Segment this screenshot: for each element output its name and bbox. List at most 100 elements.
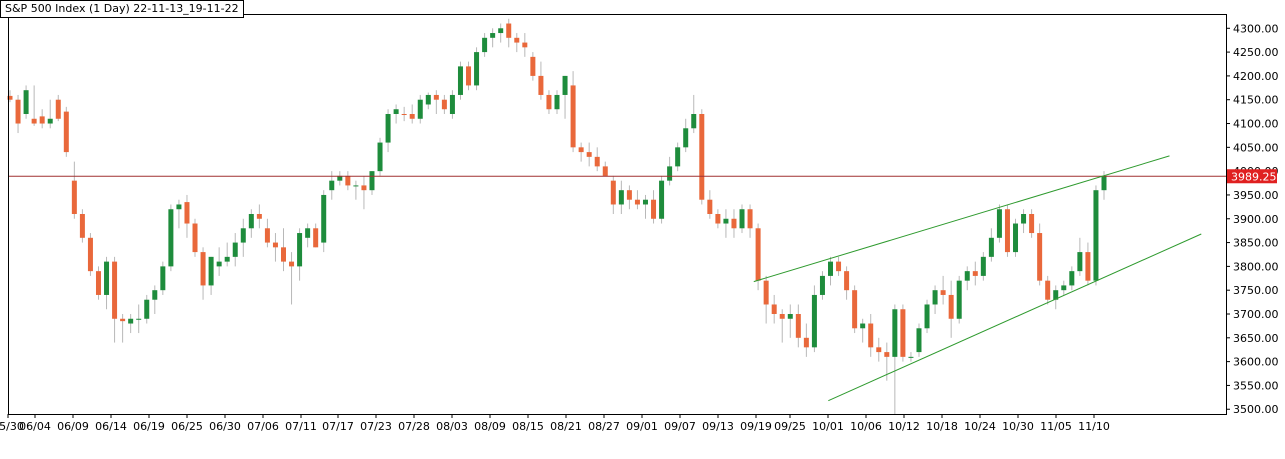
x-tick-label: 05/30 — [0, 420, 24, 433]
candle-down — [747, 209, 753, 229]
candle-up — [1101, 176, 1107, 191]
candle-down — [578, 147, 584, 153]
candle-up — [819, 275, 825, 295]
y-tick-label: 3700.00 — [1233, 308, 1279, 321]
candle-down — [433, 94, 439, 100]
candle-down — [95, 271, 101, 295]
candle-down — [55, 99, 61, 119]
x-tick-label: 09/19 — [740, 420, 772, 433]
candle-up — [787, 314, 793, 319]
y-tick-label: 4250.00 — [1233, 46, 1279, 59]
y-tick-label: 3850.00 — [1233, 237, 1279, 250]
candle-up — [554, 94, 560, 110]
candle-down — [707, 199, 713, 214]
candle-down — [1029, 214, 1035, 234]
candle-down — [192, 223, 198, 253]
candle-down — [852, 290, 858, 329]
candle-up — [675, 147, 681, 167]
candle-up — [377, 142, 383, 172]
x-tick-label: 08/15 — [512, 420, 544, 433]
x-tick-label: 07/11 — [285, 420, 317, 433]
candle-down — [570, 85, 576, 148]
y-tick-label: 4150.00 — [1233, 94, 1279, 107]
candle-up — [892, 309, 898, 357]
x-tick-label: 10/06 — [850, 420, 882, 433]
candle-down — [31, 118, 37, 124]
last-price-label: 3989.25 — [1231, 170, 1277, 183]
candle-down — [844, 271, 850, 291]
candle-up — [498, 28, 504, 34]
x-tick-label: 09/25 — [774, 420, 806, 433]
candle-down — [522, 42, 528, 48]
candle-up — [739, 209, 745, 229]
candle-down — [264, 228, 270, 243]
lines-layer — [8, 155, 1226, 402]
candle-down — [803, 337, 809, 348]
y-tick-label: 4200.00 — [1233, 70, 1279, 83]
x-tick-label: 08/27 — [588, 420, 620, 433]
y-tick-label: 4300.00 — [1233, 22, 1279, 35]
last-price-tag — [1227, 169, 1277, 184]
candle-down — [651, 199, 657, 219]
candle-up — [1069, 271, 1075, 286]
candle-up — [23, 90, 29, 114]
candle-up — [474, 52, 480, 86]
y-tick-label: 3900.00 — [1233, 213, 1279, 226]
candle-down — [441, 99, 447, 110]
candle-up — [425, 94, 431, 105]
candle-up — [168, 209, 174, 267]
candle-up — [482, 37, 488, 53]
candle-down — [884, 352, 890, 357]
candle-up — [128, 318, 134, 324]
x-tick-label: 06/04 — [19, 420, 51, 433]
y-tick-label: 4100.00 — [1233, 118, 1279, 131]
candle-down — [79, 214, 85, 238]
candle-up — [562, 75, 568, 95]
y-tick-label: 4050.00 — [1233, 141, 1279, 154]
y-tick-label: 3950.00 — [1233, 189, 1279, 202]
candle-down — [401, 114, 407, 115]
candle-down — [626, 190, 632, 200]
candle-down — [200, 252, 206, 286]
candle-down — [1045, 280, 1051, 300]
candle-down — [940, 290, 946, 295]
candle-up — [176, 204, 182, 210]
candle-down — [634, 199, 640, 205]
x-tick-label: 07/23 — [360, 420, 392, 433]
candle-up — [1077, 252, 1083, 272]
candle-up — [956, 280, 962, 319]
candle-down — [112, 261, 118, 319]
candle-down — [506, 23, 512, 38]
candle-down — [63, 111, 69, 153]
x-tick-label: 07/06 — [247, 420, 279, 433]
candle-down — [795, 314, 801, 338]
candle-up — [490, 33, 496, 38]
plot-frame — [8, 14, 1227, 415]
candle-up — [337, 175, 343, 181]
candle-down — [900, 309, 906, 357]
x-tick-label: 06/25 — [171, 420, 203, 433]
axis-layer: 3500.00 3550.00 3600.00 3650.00 3700.00 3750.… — [0, 14, 1279, 433]
candle-down — [715, 214, 721, 224]
x-tick-label: 06/09 — [57, 420, 89, 433]
candle-up — [216, 261, 222, 267]
candle-up — [964, 271, 970, 281]
x-tick-label: 11/05 — [1040, 420, 1072, 433]
candle-up — [385, 114, 391, 143]
candle-up — [297, 233, 303, 267]
candle-up — [329, 180, 335, 191]
candle-down — [71, 180, 77, 214]
candle-up — [683, 128, 689, 148]
candle-down — [1085, 252, 1091, 281]
candle-up — [932, 290, 938, 305]
candle-up — [723, 218, 729, 224]
candle-down — [699, 114, 705, 200]
x-tick-label: 08/09 — [474, 420, 506, 433]
y-tick-label: 3650.00 — [1233, 332, 1279, 345]
y-tick-label: 3600.00 — [1233, 356, 1279, 369]
candle-down — [763, 280, 769, 305]
candle-down — [281, 247, 286, 262]
candle-up — [393, 109, 399, 114]
candle-down — [313, 228, 319, 248]
